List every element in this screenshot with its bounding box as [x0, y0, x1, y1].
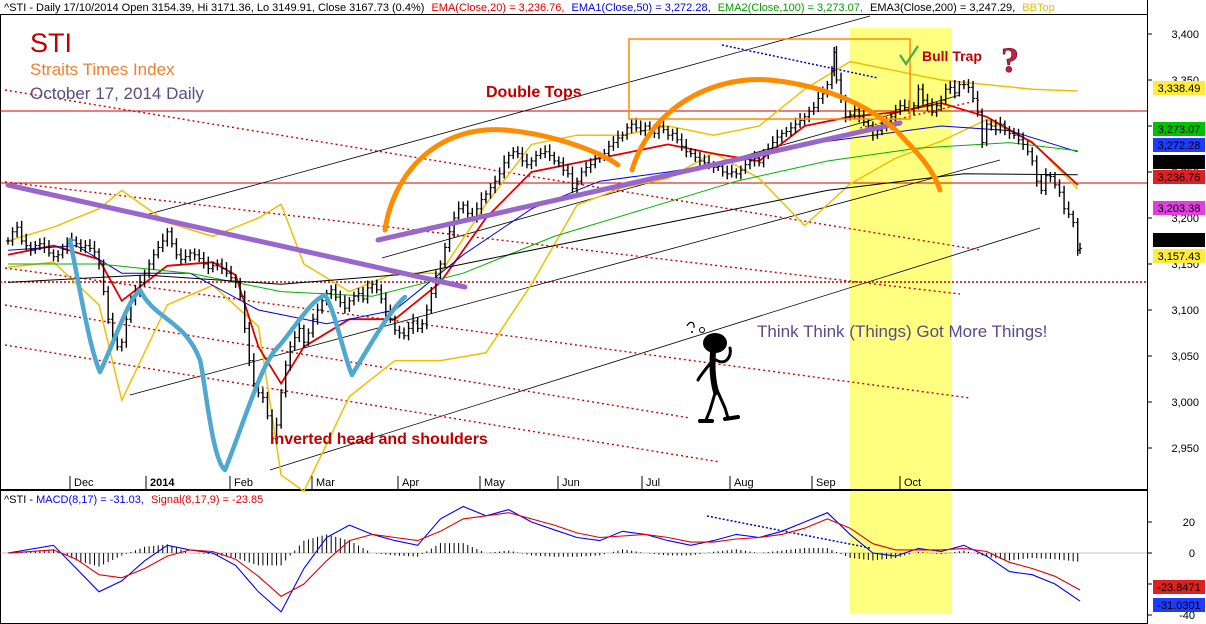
macd-header: ^STI - MACD(8,17) = -31.03, Signal(8,17,… — [4, 494, 263, 506]
price-tag-label: 3,203.38 — [1158, 203, 1201, 215]
macd-tick-label: 20 — [1183, 517, 1195, 529]
date-tick-label: Mar — [316, 477, 335, 489]
price-tag-label: 3,236.76 — [1158, 172, 1201, 184]
bollinger-bottom-line — [7, 118, 1079, 493]
question-mark: ? — [1001, 40, 1019, 80]
macd-divergence-line — [706, 515, 871, 549]
header-ema100: EMA2(Close,100) = 3,273.07, — [718, 2, 863, 14]
double-top-arc-1 — [382, 127, 621, 233]
price-tag-label: 3,157.43 — [1158, 251, 1201, 263]
macd-header-macd: MACD(8,17) = -31.03, — [36, 494, 144, 506]
macd-tag-label: -23.8471 — [1157, 582, 1200, 594]
bull-trap-label: Bull Trap — [922, 48, 982, 64]
macd-panel-frame — [0, 490, 1148, 624]
header-ema200: EMA3(Close,200) = 3,247.29, — [870, 2, 1015, 14]
chart-header: ^STI - Daily 17/10/2014 Open 3154.39, Hi… — [4, 2, 1055, 14]
price-tag-label: 3,338.49 — [1158, 83, 1201, 95]
date-tick-label: Apr — [402, 477, 419, 489]
price-tag — [1153, 170, 1205, 184]
macd-header-prefix: ^STI - — [4, 494, 36, 506]
price-tick-label: 3,400 — [1171, 29, 1199, 41]
date-tick-label: Aug — [734, 477, 754, 489]
price-tick-label: 3,050 — [1171, 351, 1199, 363]
date-tick-label: 2014 — [150, 477, 175, 489]
macd-tag — [1153, 580, 1205, 594]
price-tick-label: 2,950 — [1171, 443, 1199, 455]
price-tag — [1153, 138, 1205, 152]
date-tick-label: Sep — [816, 477, 836, 489]
sti-title: STI — [30, 28, 72, 58]
date-line: October 17, 2014 Daily — [30, 84, 204, 103]
inverted-head-shoulders-pattern — [67, 237, 408, 473]
neckline-trendline — [375, 120, 903, 243]
double-top-arc-2 — [629, 77, 943, 193]
header-bb: BBTop — [1022, 2, 1054, 14]
date-tick-label: Feb — [234, 477, 253, 489]
price-divergence-line — [721, 44, 879, 79]
price-tick-label: 3,100 — [1171, 305, 1199, 317]
signal-line — [7, 512, 1081, 598]
highlight-zone — [850, 28, 952, 613]
date-axis: Dec 2014 Feb Mar Apr May Jun Jul Aug Sep Oct — [69, 476, 921, 489]
descending-channel-lines — [4, 89, 981, 463]
price-tag — [1153, 233, 1205, 247]
ema-line — [7, 173, 1078, 285]
red-dotted-upper — [859, 99, 981, 129]
price-tag — [1153, 201, 1205, 215]
macd-tag — [1153, 598, 1205, 612]
date-tick-label: Dec — [74, 477, 94, 489]
price-tag-label: 3,247.29 — [1158, 157, 1201, 169]
macd-tags-group: -23.8471 -31.0301 — [1153, 580, 1205, 612]
ema-line — [8, 142, 1078, 297]
macd-tick-label: 0 — [1189, 548, 1195, 560]
header-ema20: EMA(Close,20) = 3,236.76, — [431, 2, 564, 14]
macd-lines-group — [7, 505, 1081, 613]
macd-line — [7, 505, 1081, 613]
sti-subtitle: Straits Times Index — [30, 60, 175, 79]
double-tops-label: Double Tops — [486, 84, 582, 101]
date-tick-label: Jun — [562, 477, 580, 489]
macd-header-signal: Signal(8,17,9) = -23.85 — [151, 494, 263, 506]
price-tick-label: 3,000 — [1171, 397, 1199, 409]
thinking-figure-icon — [686, 321, 740, 423]
bollinger-top-line — [7, 60, 1078, 293]
price-tag-label: 3,273.07 — [1158, 124, 1201, 136]
price-tag — [1153, 155, 1205, 169]
price-tag-label: 3,167.73 — [1158, 235, 1201, 247]
date-tick-label: Oct — [904, 477, 921, 489]
date-tick-label: Jul — [646, 477, 660, 489]
price-tag — [1153, 249, 1205, 263]
price-tag — [1153, 81, 1205, 95]
header-ema50: EMA1(Close,50) = 3,272.28, — [572, 2, 711, 14]
price-tag — [1153, 122, 1205, 136]
macd-tick-label: -40 — [1179, 610, 1195, 622]
descending-trendline — [5, 182, 468, 290]
ihs-label: inverted head and shoulders — [270, 431, 488, 448]
think-label: Think Think (Things) Got More Things! — [757, 322, 1047, 341]
macd-tag-label: -31.0301 — [1157, 600, 1200, 612]
price-tags-group: 3,338.49 3,273.07 3,272.28 3,247.29 3,236.76… — [1153, 81, 1205, 263]
check-mark-icon — [899, 45, 919, 66]
header-prefix: ^STI - Daily 17/10/2014 Open 3154.39, Hi… — [4, 2, 424, 14]
double-top-box — [628, 38, 911, 120]
price-tag-label: 3,272.28 — [1158, 140, 1201, 152]
date-tick-label: May — [484, 477, 505, 489]
price-bars-group — [6, 45, 1082, 445]
price-tick-label: 3,200 — [1171, 213, 1199, 225]
bollinger-band-group — [7, 60, 1079, 493]
